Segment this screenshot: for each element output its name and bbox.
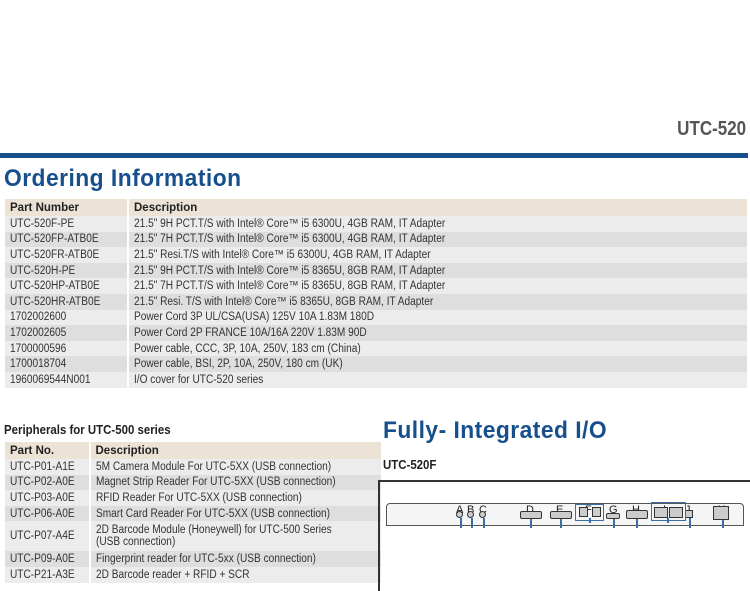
description-cell: Power Cord 3P UL/CSA(USA) 125V 10A 1.83M… (128, 309, 749, 326)
port-label-c: C (479, 504, 487, 516)
part-number-cell: UTC-P09-A0E (5, 551, 91, 567)
description-cell: 21.5" Resi.T/S with Intel® Core™ i5 6300… (128, 247, 749, 263)
col-part-no: Part No. (5, 442, 91, 459)
part-number-cell: UTC-520F-PE (5, 216, 129, 232)
col-part-number: Part Number (5, 199, 129, 216)
port-label-a: A (456, 504, 464, 516)
header-rule (0, 153, 748, 158)
led-icon (479, 511, 486, 518)
table-row: UTC-P09-A0E Fingerprint reader for UTC-5x… (5, 551, 383, 567)
description-cell: 2D Barcode reader + RFID + SCR (89, 566, 383, 583)
ordering-table: Part Number Description UTC-520F-PE 21.5" … (5, 199, 749, 388)
part-number-cell: 1700000596 (5, 340, 129, 357)
port-label-d: D (526, 504, 534, 516)
description-cell: 21.5" 9H PCT.T/S with Intel® Core™ i5 83… (128, 262, 749, 279)
description-cell: 5M Camera Module For UTC-5XX (USB connec… (89, 459, 383, 475)
io-title: Fully- Integrated I/O (383, 417, 608, 444)
callout-line (530, 518, 532, 528)
table-row: UTC-520F-PE 21.5" 9H PCT.T/S with Intel® … (5, 216, 749, 232)
description-cell: 21.5" 7H PCT.T/S with Intel® Core™ i5 63… (128, 231, 749, 248)
col-description: Description (128, 199, 749, 216)
table-row: UTC-P21-A3E 2D Barcode reader + RFID + SC… (5, 566, 383, 583)
part-number-cell: UTC-520H-PE (5, 262, 129, 279)
table-row: UTC-P07-A4E 2D Barcode Module (Honeywell)… (5, 521, 383, 552)
serial-port-icon (550, 511, 572, 519)
description-cell: I/O cover for UTC-520 series (128, 371, 749, 388)
part-number-cell: UTC-P03-A0E (5, 490, 91, 506)
dc-jack-icon (685, 510, 693, 518)
callout-line (689, 518, 691, 528)
hdmi-port-icon (606, 513, 620, 519)
table-row: UTC-P02-A0E Magnet Strip Reader For UTC-5… (5, 474, 383, 491)
serial-port-icon (520, 511, 542, 519)
part-number-cell: UTC-P06-A0E (5, 505, 91, 522)
description-cell: Smart Card Reader For UTC-5XX (USB conne… (89, 505, 383, 522)
part-number-cell: UTC-P07-A4E (5, 521, 91, 552)
io-subtitle: UTC-520F (383, 457, 437, 472)
table-row: UTC-P03-A0E RFID Reader For UTC-5XX (USB … (5, 490, 383, 506)
col-description: Description (89, 442, 383, 459)
part-number-cell: UTC-P01-A1E (5, 459, 91, 475)
port-label-f: F (585, 504, 592, 516)
description-cell: Magnet Strip Reader For UTC-5XX (USB con… (89, 474, 383, 491)
port-label-g: G (609, 504, 618, 516)
description-cell: 21.5" 7H PCT.T/S with Intel® Core™ i5 83… (128, 278, 749, 294)
part-number-cell: 1700018704 (5, 356, 129, 372)
part-number-cell: UTC-520HR-ATB0E (5, 293, 129, 310)
power-switch-icon (713, 506, 729, 520)
description-cell: Power cable, BSI, 2P, 10A, 250V, 180 cm … (128, 356, 749, 372)
description-cell: RFID Reader For UTC-5XX (USB connection) (89, 490, 383, 506)
callout-line (560, 518, 562, 528)
table-row: UTC-520H-PE 21.5" 9H PCT.T/S with Intel® … (5, 262, 749, 279)
vga-port-icon (626, 510, 648, 519)
table-row: UTC-520FR-ATB0E 21.5" Resi.T/S with Intel… (5, 247, 749, 263)
table-row: UTC-P06-A0E Smart Card Reader For UTC-5XX… (5, 505, 383, 522)
callout-line (460, 518, 462, 528)
callout-line (613, 518, 615, 528)
callout-line (636, 518, 638, 528)
led-icon (467, 511, 474, 518)
description-cell: Fingerprint reader for UTC-5xx (USB conn… (89, 551, 383, 567)
part-number-cell: UTC-P02-A0E (5, 474, 91, 491)
description-cell: 21.5" Resi. T/S with Intel® Core™ i5 836… (128, 293, 749, 310)
table-row: UTC-P01-A1E 5M Camera Module For UTC-5XX … (5, 459, 383, 475)
part-number-cell: UTC-520HP-ATB0E (5, 278, 129, 294)
description-cell: Power Cord 2P FRANCE 10A/16A 220V 1.83M … (128, 325, 749, 341)
port-label-b: B (467, 504, 475, 516)
table-row: 1700000596 Power cable, CCC, 3P, 10A, 250… (5, 340, 749, 357)
lan-callout-box (651, 502, 686, 521)
peripherals-table: Part No. Description UTC-P01-A1E 5M Camera… (5, 442, 383, 583)
usb-port-icon (579, 507, 588, 517)
part-number-cell: UTC-P21-A3E (5, 566, 91, 583)
table-row: 1702002605 Power Cord 2P FRANCE 10A/16A 2… (5, 325, 749, 341)
peripherals-title: Peripherals for UTC-500 series (4, 422, 171, 437)
callout-line (722, 518, 724, 528)
lan-port-icon (654, 507, 668, 518)
table-row: 1700018704 Power cable, BSI, 2P, 10A, 250… (5, 356, 749, 372)
table-row: UTC-520HP-ATB0E 21.5" 7H PCT.T/S with Int… (5, 278, 749, 294)
part-number-cell: 1702002600 (5, 309, 129, 326)
description-cell: 2D Barcode Module (Honeywell) for UTC-50… (89, 521, 383, 552)
port-label-e: E (556, 504, 564, 516)
table-row: 1960069544N001 I/O cover for UTC-520 seri… (5, 371, 749, 388)
io-diagram (378, 480, 750, 591)
usb-port-icon (592, 507, 601, 517)
table-row: 1702002600 Power Cord 3P UL/CSA(USA) 125V… (5, 309, 749, 326)
table-row: UTC-520FP-ATB0E 21.5" 7H PCT.T/S with Int… (5, 231, 749, 248)
ordering-title: Ordering Information (4, 165, 242, 192)
part-number-cell: UTC-520FR-ATB0E (5, 247, 129, 263)
table-row: UTC-520HR-ATB0E 21.5" Resi. T/S with Inte… (5, 293, 749, 310)
lan-port-icon (669, 507, 683, 518)
model-name: UTC-520 (677, 118, 746, 140)
part-number-cell: UTC-520FP-ATB0E (5, 231, 129, 248)
callout-line (483, 518, 485, 528)
led-icon (456, 511, 463, 518)
part-number-cell: 1960069544N001 (5, 371, 129, 388)
description-cell: 21.5" 9H PCT.T/S with Intel® Core™ i5 63… (128, 216, 749, 232)
description-cell: Power cable, CCC, 3P, 10A, 250V, 183 cm … (128, 340, 749, 357)
part-number-cell: 1702002605 (5, 325, 129, 341)
usb-callout-box (575, 504, 604, 521)
callout-line (471, 518, 473, 528)
